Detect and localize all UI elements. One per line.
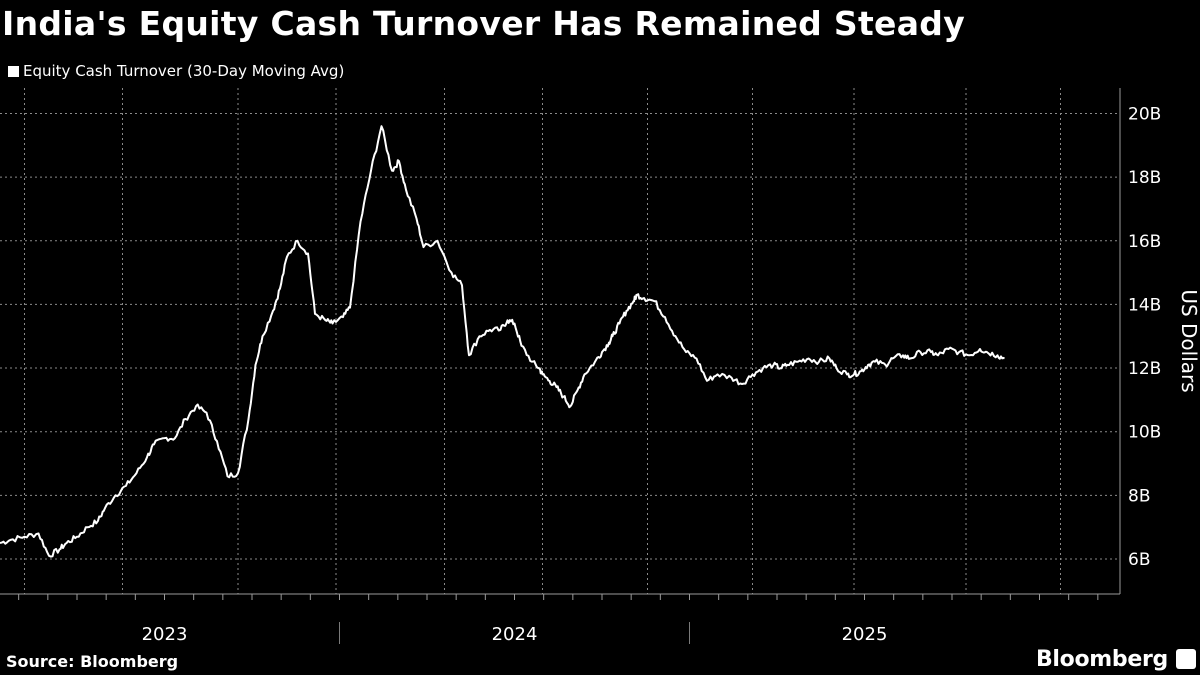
brand-logo: Bloomberg	[1035, 647, 1168, 672]
y-tick-label: 14B	[1128, 295, 1161, 315]
x-year-label: 2025	[842, 624, 888, 645]
series-group	[0, 125, 1005, 558]
legend-label: Equity Cash Turnover (30-Day Moving Avg)	[23, 62, 345, 80]
axes	[0, 88, 1121, 644]
chart-title: India's Equity Cash Turnover Has Remaine…	[2, 4, 966, 43]
y-tick-label: 12B	[1128, 359, 1161, 379]
y-axis-title: US Dollars	[1177, 289, 1200, 392]
y-tick-label: 16B	[1128, 232, 1161, 252]
y-tick-label: 20B	[1128, 104, 1161, 124]
y-tick-label: 18B	[1128, 168, 1161, 188]
source-note: Source: Bloomberg	[6, 652, 179, 671]
legend: Equity Cash Turnover (30-Day Moving Avg)	[8, 62, 344, 80]
gridlines	[0, 88, 1120, 594]
y-tick-label: 10B	[1128, 423, 1161, 443]
y-tick-label: 6B	[1128, 550, 1150, 570]
bloomberg-chart-icon	[1176, 649, 1196, 669]
series-line	[0, 125, 1005, 558]
x-year-label: 2024	[492, 624, 538, 645]
legend-swatch	[8, 65, 19, 77]
x-year-label: 2023	[142, 624, 188, 645]
y-tick-label: 8B	[1128, 486, 1150, 506]
axis-labels: 6B 8B 10B 12B 14B 16B 18B 20B 2023 2024 2025 US Dol…	[142, 104, 1200, 645]
